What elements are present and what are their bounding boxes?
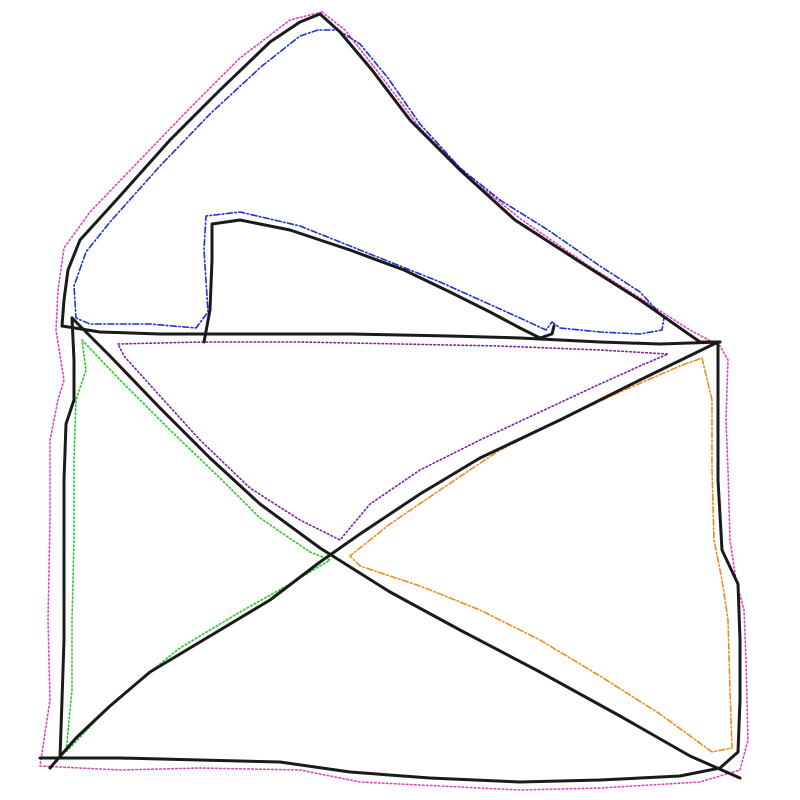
cross-diagonal-right-stroke [48,340,720,770]
pocket-outline-path [117,341,669,541]
left-triangle-path [65,339,331,753]
envelope-flap-stroke [60,12,722,344]
flap-outline-path [73,29,665,335]
inner-notch-stroke [202,218,556,344]
cross-diagonal-left-stroke [70,316,742,780]
right-triangle-path [349,357,733,753]
envelope-bottom-edge [38,756,722,784]
envelope-right-edge [716,342,742,770]
envelope-left-edge [58,316,76,760]
outer-outline-path [39,11,749,791]
envelope-top-edge [60,324,722,346]
